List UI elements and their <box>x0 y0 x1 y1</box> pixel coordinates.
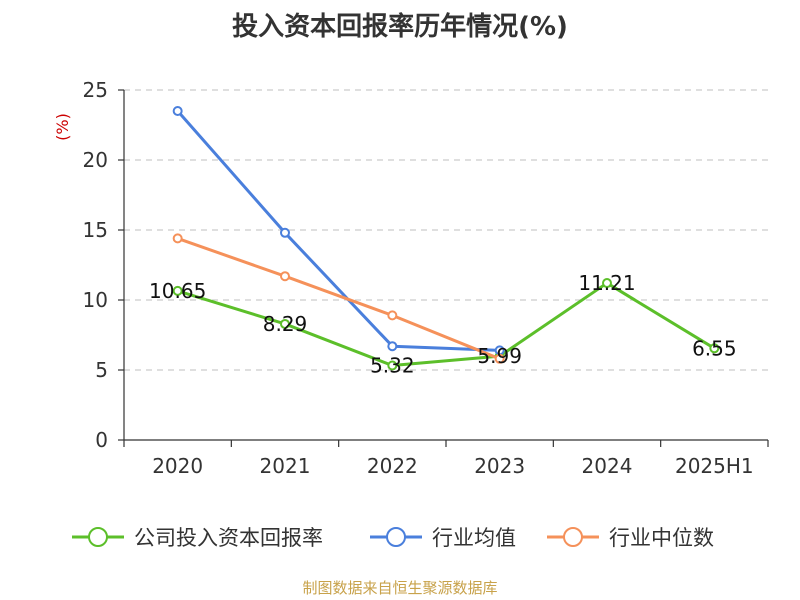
axes: 0 5 10 15 20 25 2020 2021 2022 2023 2024 2025H1 <box>83 78 769 478</box>
source-note: 制图数据来自恒生聚源数据库 <box>302 579 497 597</box>
x-tick-label-2024: 2024 <box>582 454 633 478</box>
point-s0-2025H1 <box>709 343 720 354</box>
x-tick-label-2023: 2023 <box>474 454 525 478</box>
x-tick-label-2022: 2022 <box>367 454 418 478</box>
x-tick-label-2020: 2020 <box>152 454 203 478</box>
series-line-0 <box>177 281 716 368</box>
y-tick-label-25: 25 <box>83 78 108 102</box>
point-s0-2022 <box>387 360 398 371</box>
legend: 公司投入资本回报率 行业均值 行业中位数 <box>72 526 714 550</box>
data-label-2025H1: 6.55 <box>692 336 737 360</box>
series-line-2 <box>177 236 501 361</box>
point-s2-2023 <box>494 353 505 364</box>
chart-title: 投入资本回报率历年情况(%) <box>232 11 568 42</box>
data-label-2021: 8.29 <box>263 312 308 336</box>
data-label-2024: 11.21 <box>578 271 635 295</box>
point-s1-2020 <box>172 106 183 116</box>
point-s0-2020 <box>172 285 183 296</box>
y-tick-label-15: 15 <box>83 218 108 242</box>
point-s2-2021 <box>280 271 290 282</box>
y-tick-label-5: 5 <box>95 358 108 382</box>
point-s1-2022 <box>387 341 398 352</box>
point-s0-2021 <box>280 318 290 329</box>
data-labels: 10.65 8.29 5.32 5.99 11.21 6.55 <box>149 271 737 377</box>
y-tick-label-20: 20 <box>83 148 108 172</box>
legend-label-2: 行业中位数 <box>609 526 714 550</box>
data-label-2022: 5.32 <box>370 354 415 378</box>
y-axis-label: (%) <box>53 113 72 141</box>
legend-label-1: 行业均值 <box>432 526 516 550</box>
series-group <box>172 106 720 371</box>
data-label-2020: 10.65 <box>149 279 206 303</box>
legend-marker-1 <box>386 527 406 547</box>
legend-label-0: 公司投入资本回报率 <box>134 526 323 550</box>
legend-marker-0 <box>88 527 108 547</box>
y-tick-label-0: 0 <box>95 428 108 452</box>
point-s2-2022 <box>387 310 398 321</box>
grid-lines <box>124 89 768 371</box>
point-s0-2024 <box>602 278 612 289</box>
data-label-2023: 5.99 <box>477 344 522 368</box>
point-s2-2020 <box>172 233 183 244</box>
series-line-1 <box>176 110 500 352</box>
y-tick-label-10: 10 <box>83 288 108 312</box>
x-tick-label-2021: 2021 <box>260 454 311 478</box>
x-tick-label-2025H1: 2025H1 <box>675 454 754 478</box>
legend-marker-2 <box>563 527 583 547</box>
point-s1-2021 <box>280 227 290 238</box>
